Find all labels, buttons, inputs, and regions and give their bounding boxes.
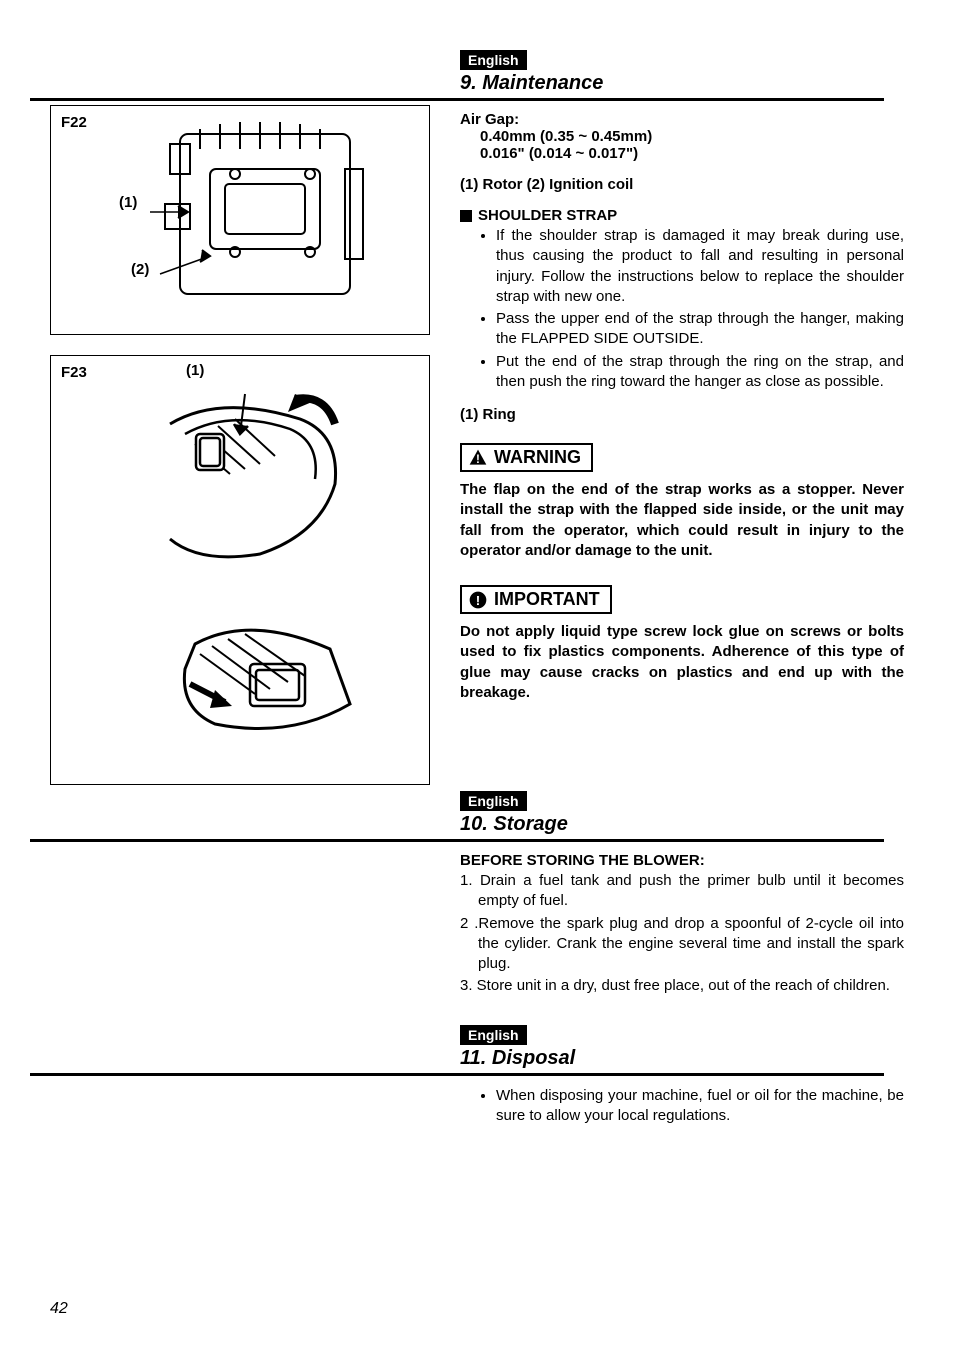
figure-callout-2: (2) (131, 261, 149, 278)
airgap-mm: 0.40mm (0.35 ~ 0.45mm) (480, 128, 904, 145)
right-text-column: English 9. Maintenance Air Gap: 0.40mm (… (460, 50, 904, 1126)
storage-list: 1. Drain a fuel tank and push the primer… (460, 871, 904, 997)
disposal-list: When disposing your machine, fuel or oil… (460, 1086, 904, 1127)
svg-text:!: ! (476, 453, 480, 466)
strap-bullet-list: If the shoulder strap is damaged it may … (460, 226, 904, 392)
list-item: Pass the upper end of the strap through … (496, 309, 904, 350)
list-item: If the shoulder strap is damaged it may … (496, 226, 904, 307)
airgap-inches: 0.016" (0.014 ~ 0.017") (480, 145, 904, 162)
language-badge: English (460, 50, 527, 70)
figure-label: F23 (61, 364, 87, 381)
section-rule (30, 839, 884, 842)
warning-text: The flap on the end of the strap works a… (460, 480, 904, 561)
list-item: 3. Store unit in a dry, dust free place,… (460, 976, 904, 996)
warning-triangle-icon: ! (468, 448, 488, 468)
section-title-disposal: 11. Disposal (460, 1047, 904, 1070)
language-badge: English (460, 791, 527, 811)
page-number: 42 (50, 1300, 68, 1318)
section-rule (30, 1073, 884, 1076)
list-item: When disposing your machine, fuel or oil… (496, 1086, 904, 1127)
section-title-maintenance: 9. Maintenance (460, 72, 904, 95)
figure-label: F22 (61, 114, 87, 131)
figure-f22: F22 (1) (2) (50, 105, 430, 335)
section-rule (30, 98, 884, 101)
strap-diagram-icon (100, 364, 380, 764)
important-circle-icon: ! (468, 590, 488, 610)
important-box: ! IMPORTANT (460, 585, 612, 614)
left-figure-column: F22 (1) (2) (50, 50, 430, 1126)
language-badge: English (460, 1025, 527, 1045)
ring-legend: (1) Ring (460, 406, 904, 423)
figure-callout-1: (1) (186, 362, 204, 379)
airgap-heading: Air Gap: (460, 111, 904, 128)
list-item: 2 .Remove the spark plug and drop a spoo… (460, 914, 904, 975)
important-text: Do not apply liquid type screw lock glue… (460, 622, 904, 703)
svg-text:!: ! (476, 593, 480, 608)
shoulder-strap-heading: SHOULDER STRAP (460, 207, 904, 224)
storage-heading: BEFORE STORING THE BLOWER: (460, 852, 904, 869)
list-item: Put the end of the strap through the rin… (496, 352, 904, 393)
list-item: 1. Drain a fuel tank and push the primer… (460, 871, 904, 912)
square-bullet-icon (460, 210, 472, 222)
warning-box: ! WARNING (460, 443, 593, 472)
figure-f23: F23 (1) (50, 355, 430, 785)
engine-diagram-icon (110, 114, 370, 314)
shoulder-strap-label: SHOULDER STRAP (478, 207, 617, 224)
section-title-storage: 10. Storage (460, 813, 904, 836)
parts-legend: (1) Rotor (2) Ignition coil (460, 176, 904, 193)
important-label: IMPORTANT (494, 589, 600, 610)
warning-label: WARNING (494, 447, 581, 468)
figure-callout-1: (1) (119, 194, 137, 211)
